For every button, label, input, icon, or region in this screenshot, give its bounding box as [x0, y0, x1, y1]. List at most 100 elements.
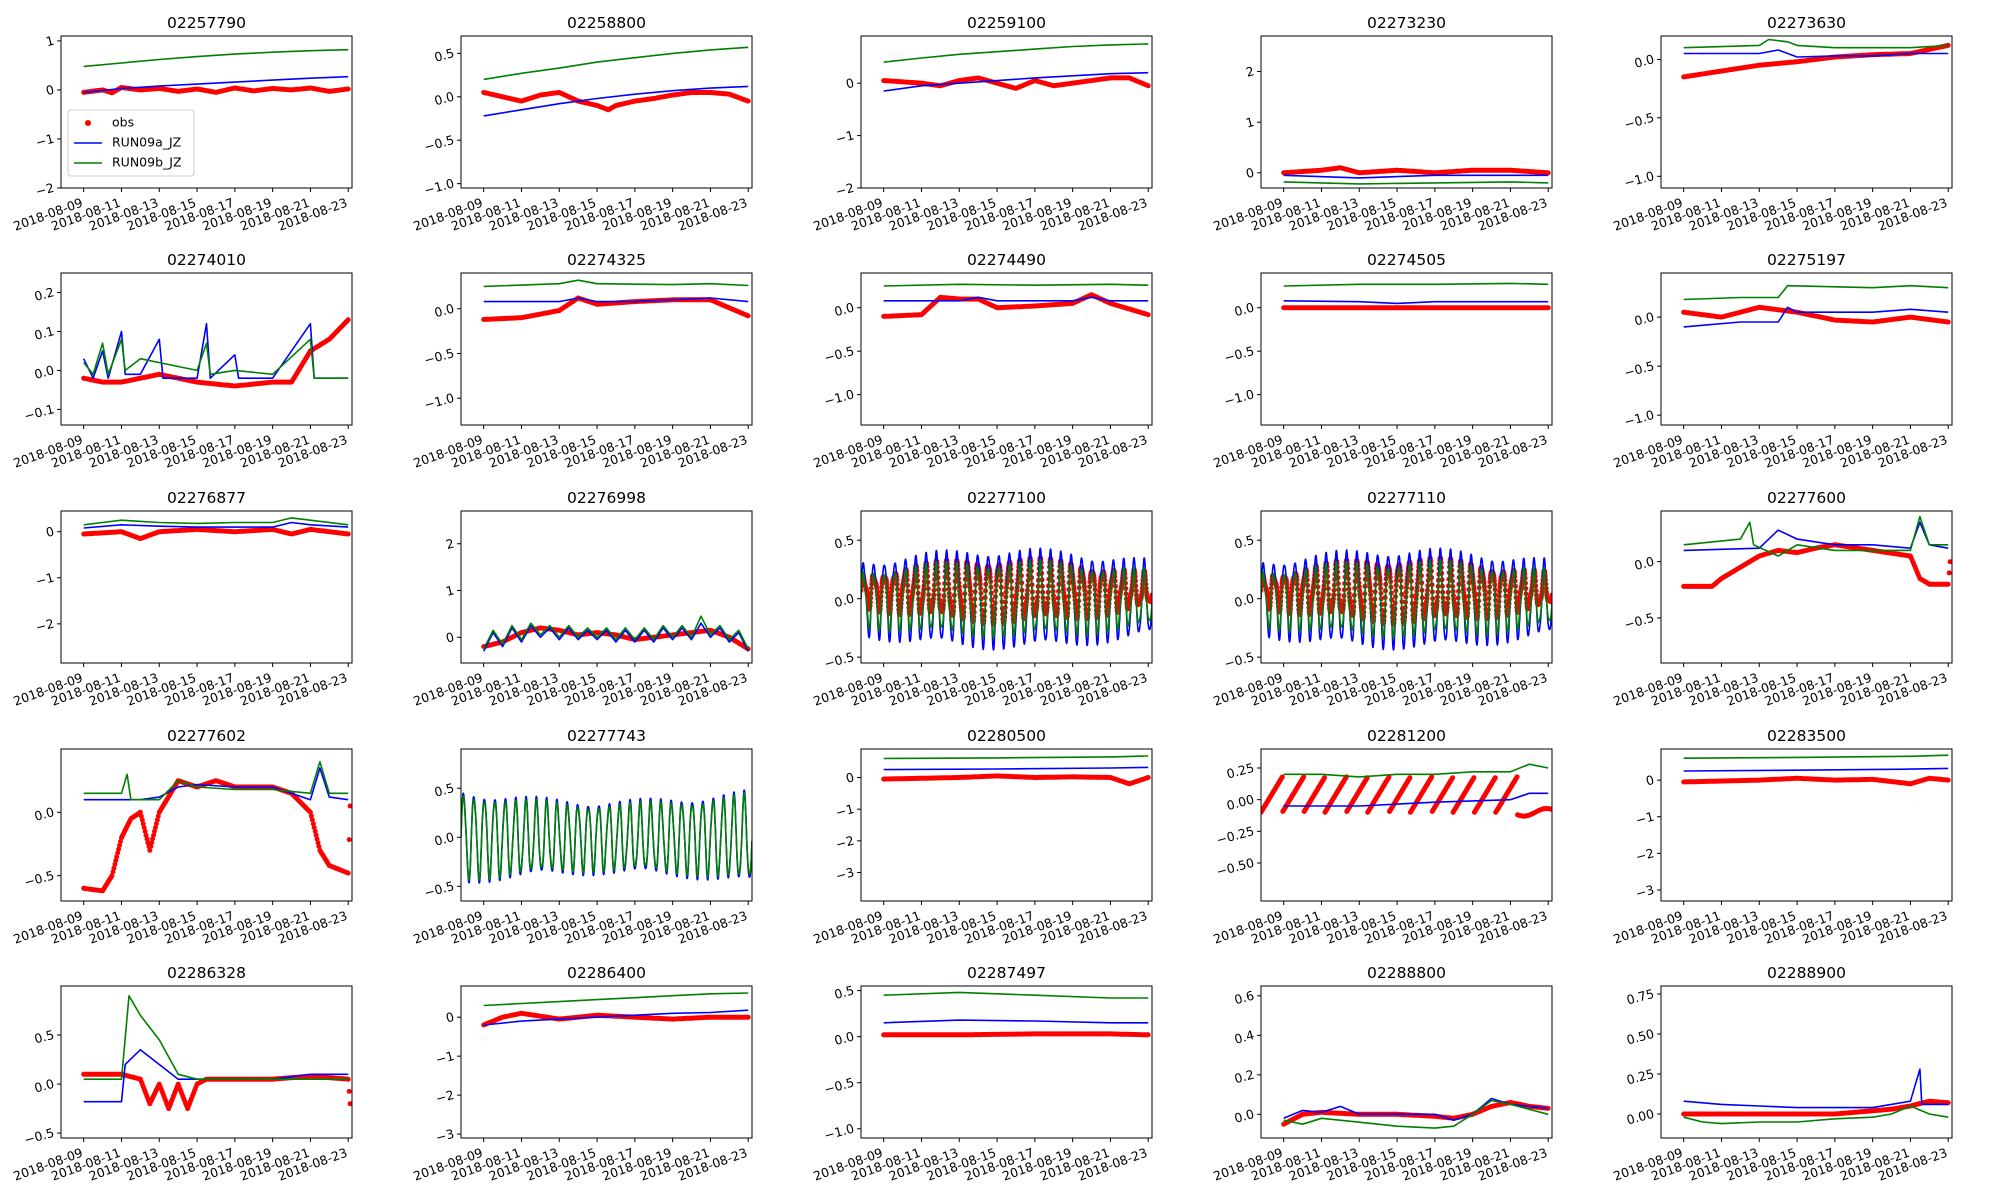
y-tick-label: −2 [34, 180, 56, 199]
plot-area [861, 547, 1152, 651]
panel-title: 02274010 [167, 251, 246, 269]
series-RUN09b_JZ [883, 283, 1149, 287]
series-RUN09b_JZ [1683, 754, 1949, 759]
axes-frame [1660, 510, 1953, 664]
y-tick-label: −1 [834, 127, 856, 146]
panel-title: 02274325 [567, 251, 646, 269]
y-tick-label: −0.1 [22, 401, 55, 423]
series-obs [1261, 774, 1552, 819]
plot-area [1681, 515, 1952, 589]
plot-area [1681, 284, 1951, 328]
series-RUN09a_JZ [83, 75, 349, 94]
series-RUN09b_JZ [883, 991, 1149, 999]
subplot-02274010: 022740100.20.10.0−0.12018-08-092018-08-1… [11, 251, 353, 471]
y-tick-label: −2 [834, 833, 856, 852]
series-RUN09a_JZ [883, 71, 1149, 92]
plot-area [481, 46, 751, 117]
y-tick-label: −0.5 [822, 343, 855, 365]
plot-area [81, 995, 352, 1112]
subplot-02276877: 022768770−1−22018-08-092018-08-112018-08… [11, 489, 353, 709]
series-RUN09a_JZ [1683, 521, 1949, 552]
plot-area [881, 755, 1151, 787]
y-tick-label: 0.0 [833, 590, 856, 610]
y-tick-label: −0.25 [1215, 823, 1256, 847]
y-tick-label: −0.5 [822, 1075, 855, 1097]
axes-frame [460, 985, 753, 1139]
subplot-02287497: 022874970.50.0−0.5−1.02018-08-092018-08-… [811, 964, 1153, 1184]
series-RUN09b_JZ [483, 279, 749, 288]
plot-area [1281, 282, 1551, 311]
axes-frame [60, 35, 353, 189]
y-tick-label: −3 [834, 864, 856, 883]
series-RUN09a_JZ [483, 297, 749, 303]
axes-frame [860, 985, 1153, 1139]
panel-title: 02259100 [967, 14, 1046, 32]
plot-area [881, 43, 1151, 92]
series-obs [1681, 1098, 1951, 1117]
axes-frame [60, 272, 353, 426]
subplot-02274325: 022743250.0−0.5−1.02018-08-092018-08-112… [411, 251, 753, 471]
series-obs [1681, 775, 1951, 787]
series-obs [481, 1010, 751, 1028]
y-tick-label: −2 [1634, 845, 1656, 864]
y-tick-label: −0.5 [1222, 343, 1255, 365]
panel-title: 02287497 [967, 964, 1046, 982]
plot-area [881, 283, 1151, 319]
y-tick-label: −3 [1634, 882, 1656, 901]
series-RUN09b_JZ [1283, 181, 1549, 185]
panel-title: 02274505 [1367, 251, 1446, 269]
series-RUN09b_JZ [883, 43, 1149, 63]
y-tick-label: −1.0 [822, 386, 855, 408]
y-tick-label: 0.0 [33, 362, 56, 382]
series-obs [1681, 42, 1951, 80]
series-RUN09b_JZ [883, 755, 1149, 760]
panel-title: 02276998 [567, 489, 646, 507]
axes-frame [60, 748, 353, 902]
series-RUN09a_JZ [482, 622, 749, 652]
plot-area [461, 789, 752, 884]
y-tick-label: 2 [1244, 63, 1256, 80]
plot-area [1681, 38, 1951, 80]
y-tick-label: −1.0 [1622, 407, 1655, 429]
axes-frame [1260, 272, 1553, 426]
y-tick-label: 0.6 [1233, 988, 1256, 1008]
y-tick-label: 0.5 [1233, 532, 1256, 552]
panel-title: 02277743 [567, 727, 646, 745]
series-obs [881, 1031, 1151, 1038]
y-tick-label: −2 [34, 616, 56, 635]
subplot-02274490: 022744900.0−0.5−1.02018-08-092018-08-112… [811, 251, 1153, 471]
series-obs [881, 773, 1151, 787]
legend-marker-obs [85, 120, 91, 126]
y-tick-label: 0.5 [433, 780, 456, 800]
y-tick-label: 0.5 [833, 532, 856, 552]
subplot-02280500: 022805000−1−2−32018-08-092018-08-112018-… [811, 727, 1153, 947]
legend-box [67, 109, 195, 177]
axes-frame [60, 985, 353, 1139]
panel-title: 02258800 [567, 14, 646, 32]
y-tick-label: 0.0 [1633, 51, 1656, 71]
y-tick-label: 0.0 [833, 300, 856, 320]
series-RUN09b_JZ [83, 995, 349, 1080]
axes-frame [460, 510, 753, 664]
axes-frame [1660, 272, 1953, 426]
y-tick-label: −1 [34, 570, 56, 589]
y-tick-label: 0 [1644, 772, 1656, 789]
y-tick-label: 0.25 [1225, 760, 1256, 782]
series-obs [81, 317, 351, 389]
panel-title: 02273230 [1367, 14, 1446, 32]
series-RUN09b_JZ [483, 992, 749, 1007]
legend-label: obs [112, 115, 134, 130]
y-tick-label: 0.4 [1233, 1027, 1256, 1047]
series-obs [1681, 542, 1952, 589]
series-RUN09b_JZ [1261, 559, 1552, 639]
subplot-02281200: 022812000.250.00−0.25−0.502018-08-092018… [1211, 727, 1553, 947]
y-tick-label: 2 [444, 536, 456, 553]
y-tick-label: 0 [844, 769, 856, 786]
subplot-02283500: 022835000−1−2−32018-08-092018-08-112018-… [1611, 727, 1953, 947]
axes-frame [1660, 35, 1953, 189]
axes-frame [460, 748, 753, 902]
y-tick-label: 0.0 [33, 804, 56, 824]
axes-frame [460, 35, 753, 189]
y-tick-label: 0.0 [1633, 309, 1656, 329]
subplot-02277100: 022771000.50.0−0.52018-08-092018-08-1120… [811, 489, 1153, 709]
